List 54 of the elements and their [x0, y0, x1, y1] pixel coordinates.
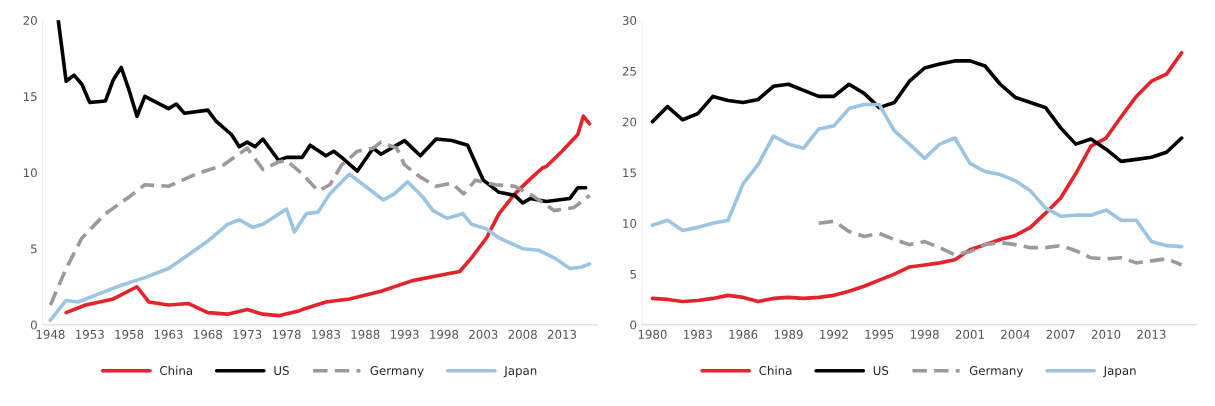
legend-label: Germany — [969, 366, 1024, 378]
y-tick-label: 0 — [30, 320, 37, 330]
x-tick-label: 1998 — [430, 329, 459, 339]
x-tick-label: 1953 — [76, 329, 104, 339]
x-tick-label: 1995 — [865, 329, 894, 339]
x-tick-label: 2010 — [1091, 329, 1121, 339]
x-tick-label: 1993 — [390, 329, 419, 339]
legend-label: US — [274, 366, 289, 376]
x-tick-label: 1983 — [312, 329, 340, 339]
x-tick-label: 1992 — [820, 329, 848, 339]
line-series — [48, 140, 592, 307]
x-tick-label: 2013 — [547, 329, 577, 339]
x-tick-label: 2001 — [955, 329, 984, 339]
x-tick-label: 1989 — [774, 329, 803, 339]
line-series — [816, 219, 1184, 267]
x-tick-label: 2007 — [1046, 329, 1075, 339]
y-tick-label: 10 — [623, 219, 637, 228]
line-series — [650, 50, 1184, 304]
x-tick-label: 2004 — [1001, 329, 1030, 339]
legend-label: Japan — [503, 366, 537, 378]
y-tick-label: 0 — [630, 320, 637, 330]
y-tick-label: 5 — [31, 244, 37, 254]
line-series — [650, 102, 1184, 249]
legend-label: China — [160, 365, 193, 376]
x-tick-label: 1973 — [233, 329, 262, 339]
legend-label: Germany — [370, 366, 424, 378]
legend-label: US — [873, 366, 889, 376]
x-tick-label: 1998 — [910, 329, 939, 339]
line-series — [650, 59, 1184, 164]
x-tick-label: 2013 — [1137, 329, 1166, 339]
x-tick-label: 1980 — [638, 329, 667, 339]
x-tick-label: 1968 — [194, 329, 223, 339]
x-tick-label: 2003 — [469, 329, 498, 339]
y-tick-label: 10 — [23, 168, 37, 178]
y-tick-label: 5 — [630, 269, 636, 279]
y-tick-label: 30 — [622, 16, 637, 25]
x-tick-label: 1948 — [36, 329, 65, 339]
x-tick-label: 1978 — [272, 329, 301, 339]
line-series — [56, 20, 588, 205]
y-tick-label: 15 — [23, 92, 37, 102]
line-series — [64, 114, 592, 318]
y-tick-label: 20 — [622, 117, 637, 127]
legend-label: Japan — [1103, 366, 1136, 378]
x-tick-label: 1988 — [351, 329, 380, 339]
legend-label: China — [759, 365, 792, 376]
x-tick-label: 1983 — [684, 329, 712, 339]
x-tick-label: 1958 — [115, 329, 144, 339]
x-tick-label: 1963 — [154, 329, 183, 339]
x-tick-label: 1986 — [729, 329, 758, 339]
line-series — [48, 172, 592, 323]
y-tick-label: 15 — [623, 168, 636, 178]
y-tick-label: 20 — [23, 16, 37, 25]
x-tick-label: 2008 — [508, 329, 537, 339]
y-tick-label: 25 — [622, 66, 636, 76]
